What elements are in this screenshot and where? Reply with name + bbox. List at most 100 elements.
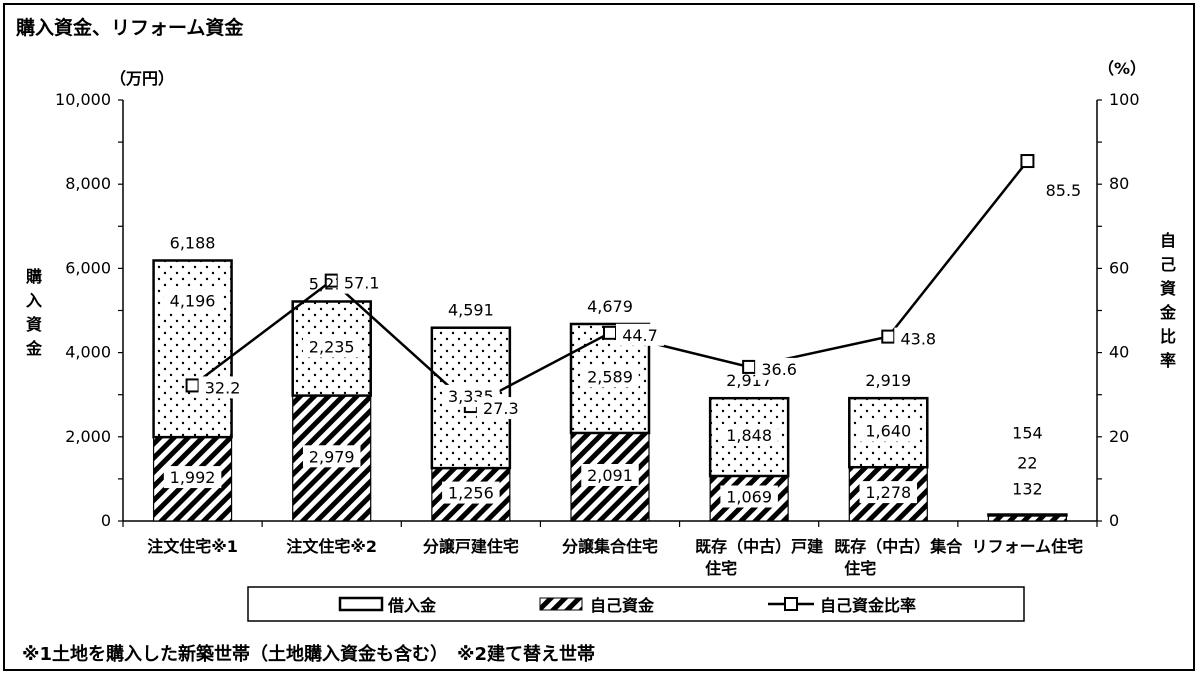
y-axis-title-char: 金: [25, 339, 43, 358]
ratio-value-label: 27.3: [483, 399, 519, 418]
own-value-label: 1,278: [865, 483, 911, 502]
axes: 0 2,000 4,000 6,000 8,000 10,000 0 20 40 60 80 100: [55, 90, 1140, 530]
ratio-marker: [881, 329, 896, 344]
borrowed-value-label-bg: [163, 289, 222, 312]
footnote: ※1土地を購入した新築世帯（土地購入資金も含む） ※2建て替え世帯: [22, 643, 595, 665]
y-tick-label: 6,000: [65, 258, 111, 277]
y2-axis-title-char: 率: [1160, 351, 1176, 370]
legend-item-borrowed: 借入金: [338, 596, 437, 615]
y-axis-unit: （万円）: [110, 69, 174, 88]
legend-label-own: 自己資金: [590, 596, 655, 615]
borrowed-value-label: 22: [1017, 454, 1037, 473]
ratio-value-label: 57.1: [344, 274, 380, 293]
ratio-marker: [1020, 154, 1035, 169]
ratio-value-label: 36.6: [761, 360, 797, 379]
borrowed-value-label: 2,589: [587, 367, 633, 386]
borrowed-value-label: 1,848: [726, 426, 772, 445]
legend-item-own: 自己資金: [539, 596, 655, 615]
legend-label-borrowed: 借入金: [387, 596, 437, 615]
ratio-value-label-bg: [894, 327, 943, 350]
ratio-value-label-bg: [1039, 179, 1088, 202]
own-value-label: 2,979: [309, 447, 355, 466]
total-label: 154: [1012, 424, 1043, 443]
total-label: 4,591: [448, 301, 494, 320]
own-value-label: 1,256: [448, 484, 494, 503]
own-value-label-bg: [302, 445, 361, 468]
y2-axis-title-char: 自: [1160, 231, 1176, 250]
category-label: 分譲戸建住宅: [423, 537, 519, 556]
bar-borrowed: [987, 513, 1068, 517]
own-value-label: 1,069: [726, 487, 772, 506]
own-value-label: 2,091: [587, 466, 633, 485]
legend-marker-ratio: [784, 597, 798, 611]
y2-tick-label: 100: [1109, 90, 1140, 109]
own-value-label: 132: [1012, 480, 1043, 499]
ratio-marker: [603, 325, 617, 340]
total-label: 4,679: [587, 297, 633, 316]
y2-axis-title-char: 己: [1160, 255, 1176, 274]
y2-axis-unit: （%）: [1098, 59, 1146, 78]
category-label: 住宅: [844, 559, 876, 578]
y2-axis-title-char: 比: [1160, 327, 1176, 346]
category-label: 注文住宅※1: [147, 537, 238, 556]
category-label: リフォーム住宅: [972, 537, 1084, 556]
y2-axis-title-char: 金: [1159, 303, 1177, 322]
y-axis-title-char: 購: [25, 267, 42, 286]
y2-axis-title: 自己資金比率: [1159, 231, 1177, 370]
y2-tick-label: 0: [1109, 511, 1119, 530]
own-value-label-bg: [859, 481, 918, 504]
y-tick-label: 8,000: [65, 174, 111, 193]
ratio-value-label: 85.5: [1046, 181, 1082, 200]
own-value-label-bg: [442, 481, 500, 504]
chart-frame: [3, 3, 1195, 671]
borrowed-value-label-bg: [581, 365, 639, 388]
borrowed-value-label-bg: [720, 424, 778, 447]
borrowed-value-label: 1,640: [865, 422, 911, 441]
ratio-marker: [185, 378, 200, 393]
y2-tick-label: 20: [1109, 427, 1129, 446]
y-tick-label: 4,000: [65, 343, 111, 362]
category-label: 既存（中古）戸建: [695, 537, 823, 556]
category-label: 住宅: [705, 559, 737, 578]
legend-item-ratio: 自己資金比率: [768, 596, 916, 615]
ratio-value-label-bg: [476, 397, 525, 420]
borrowed-value-label-bg: [302, 335, 361, 358]
bar-borrowed: [152, 259, 233, 439]
category-labels: 注文住宅※1 注文住宅※2 分譲戸建住宅 分譲集合住宅 既存（中古）戸建住宅 既存（中古）…: [147, 537, 1083, 578]
own-value-label-bg: [163, 466, 222, 489]
y2-tick-label: 60: [1109, 258, 1129, 277]
y2-tick-label: 40: [1109, 343, 1129, 362]
ratio-value-label-bg: [198, 376, 247, 399]
y-tick-label: 10,000: [55, 90, 111, 109]
y-tick-label: 0: [101, 511, 111, 530]
ratio-value-label-bg: [616, 323, 664, 346]
ratio-value-label-bg: [337, 271, 386, 294]
y-axis-title-char: 資: [26, 315, 42, 334]
ratio-value-label: 43.8: [900, 330, 936, 349]
legend-swatch-own: [539, 597, 583, 611]
y2-tick-label: 80: [1109, 174, 1129, 193]
ratio-value-label: 32.2: [205, 378, 241, 397]
own-value-label-bg: [581, 463, 639, 486]
own-value-label: 1,992: [170, 468, 216, 487]
borrowed-value-label: 4,196: [170, 291, 216, 310]
data-labels: 6,1881,9924,1965,2142,9792,2354,5911,256…: [163, 179, 1088, 508]
legend-swatch-borrowed: [338, 596, 384, 612]
ratio-value-label-bg: [755, 357, 804, 380]
borrowed-value-label: 2,235: [309, 338, 355, 357]
borrowed-value-label-bg: [859, 419, 918, 442]
y-axis-title: 購入資金: [25, 267, 43, 358]
total-label: 6,188: [170, 233, 216, 252]
category-label: 分譲集合住宅: [562, 537, 658, 556]
legend-label-ratio: 自己資金比率: [820, 596, 916, 615]
category-label: 注文住宅※2: [286, 537, 377, 556]
total-label: 2,919: [865, 371, 911, 390]
ratio-value-label: 44.7: [622, 326, 658, 345]
y2-axis-title-char: 資: [1160, 279, 1176, 298]
category-label: 既存（中古）集合: [834, 537, 963, 556]
chart-title: 購入資金、リフォーム資金: [16, 16, 244, 39]
y-tick-label: 2,000: [65, 427, 111, 446]
y-axis-title-char: 入: [26, 291, 42, 310]
own-value-label-bg: [720, 485, 778, 508]
